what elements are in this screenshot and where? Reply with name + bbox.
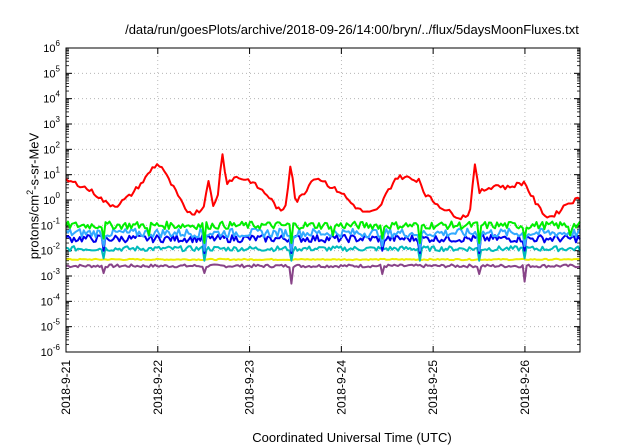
y-axis-label: protons/cm2-s-sr-MeV bbox=[25, 132, 42, 260]
y-tick-label: 100 bbox=[43, 191, 60, 207]
chart-title: /data/run/goesPlots/archive/2018-09-26/1… bbox=[125, 22, 579, 37]
series-group bbox=[65, 153, 581, 285]
x-axis-label: Coordinated Universal Time (UTC) bbox=[252, 430, 452, 445]
series-line bbox=[65, 227, 581, 252]
y-tick-label: 10-4 bbox=[41, 292, 61, 308]
x-tick-label: 2018-9-26 bbox=[518, 360, 532, 415]
y-tick-label: 105 bbox=[43, 64, 60, 80]
y-tick-label: 103 bbox=[43, 115, 60, 131]
y-tick-label: 10-5 bbox=[41, 318, 61, 334]
x-tick-label: 2018-9-25 bbox=[426, 360, 440, 415]
x-tick-label: 2018-9-23 bbox=[243, 360, 257, 415]
x-tick-label: 2018-9-22 bbox=[151, 360, 165, 415]
y-tick-label: 10-2 bbox=[41, 242, 61, 258]
series-line bbox=[65, 153, 581, 221]
y-tick-label: 104 bbox=[43, 90, 60, 106]
series-line bbox=[65, 263, 581, 285]
y-tick-label: 106 bbox=[43, 39, 60, 55]
series-line bbox=[65, 245, 581, 262]
x-tick-label: 2018-9-21 bbox=[59, 360, 73, 415]
series-line bbox=[65, 257, 581, 262]
y-tick-label: 10-6 bbox=[41, 343, 61, 359]
grid bbox=[65, 47, 580, 353]
y-tick-label: 10-1 bbox=[41, 216, 61, 232]
series-line bbox=[65, 220, 581, 244]
y-tick-label: 101 bbox=[43, 166, 60, 182]
plot-frame bbox=[65, 47, 581, 353]
y-tick-label: 102 bbox=[43, 140, 60, 156]
y-tick-label: 10-3 bbox=[41, 267, 61, 283]
x-tick-label: 2018-9-24 bbox=[334, 360, 348, 415]
